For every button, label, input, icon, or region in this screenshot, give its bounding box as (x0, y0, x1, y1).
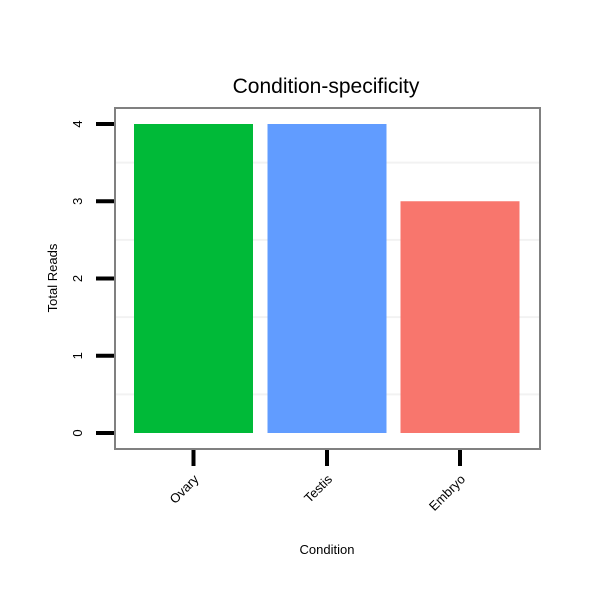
x-tick-label: Ovary (166, 471, 201, 506)
y-tick-label: 1 (70, 352, 85, 359)
bar-ovary (134, 124, 253, 433)
y-tick-label: 0 (70, 429, 85, 436)
x-axis-title: Condition (300, 542, 355, 557)
bar-testis (267, 124, 387, 433)
y-tick-label: 3 (70, 198, 85, 205)
y-tick-label: 4 (70, 120, 85, 127)
chart-title: Condition-specificity (233, 75, 420, 98)
bar-embryo (400, 201, 520, 433)
y-axis-title: Total Reads (45, 243, 60, 312)
y-tick-label: 2 (70, 275, 85, 282)
x-tick-label: Embryo (426, 472, 468, 514)
x-tick-label: Testis (301, 471, 335, 505)
